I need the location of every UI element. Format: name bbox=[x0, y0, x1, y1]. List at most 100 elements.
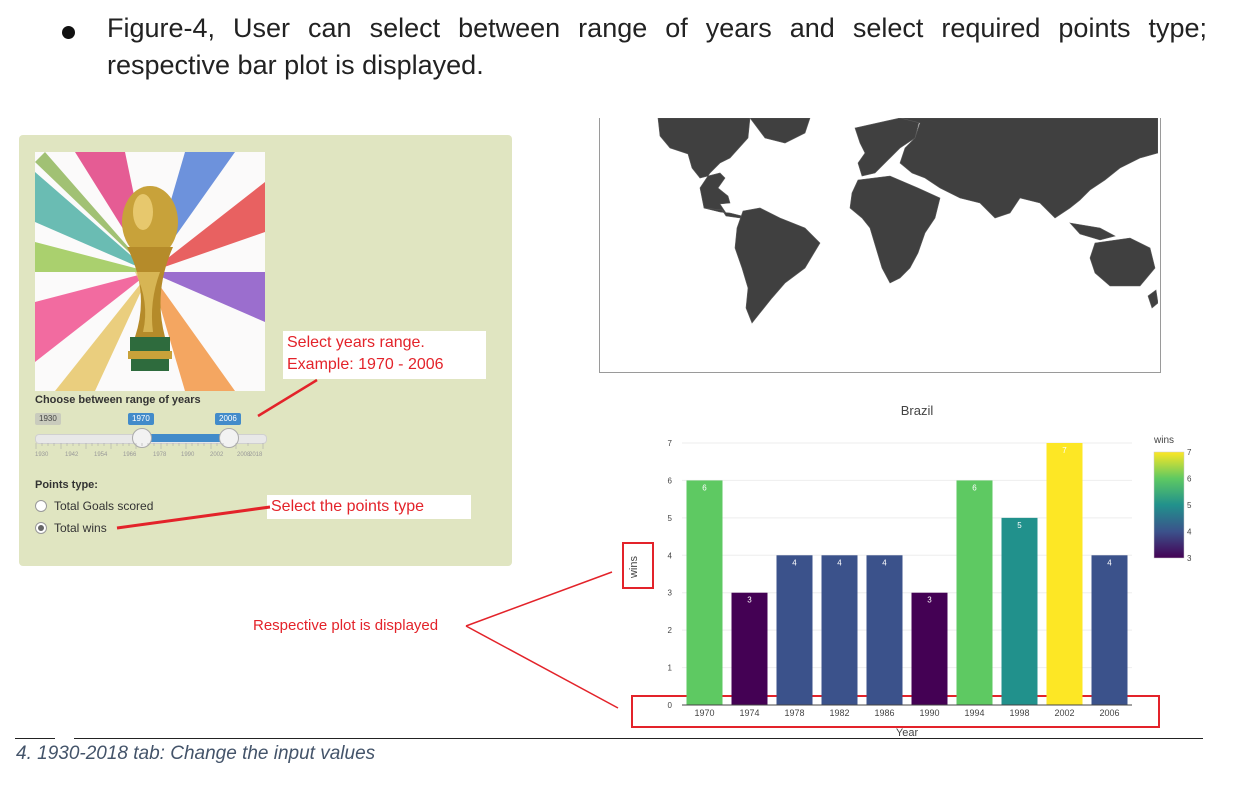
callout-line: Select years range. bbox=[287, 334, 425, 351]
x-tick-label: 2002 bbox=[1054, 708, 1074, 718]
slider-high-value: 2006 bbox=[215, 413, 241, 425]
bar-value-label: 7 bbox=[1062, 446, 1067, 455]
australia[interactable] bbox=[1089, 237, 1156, 287]
south-america[interactable] bbox=[734, 207, 821, 324]
europe[interactable] bbox=[854, 118, 921, 177]
y-tick-label: 2 bbox=[668, 626, 673, 635]
legend-tick-label: 7 bbox=[1187, 448, 1192, 457]
bar[interactable] bbox=[956, 480, 993, 705]
legend-colorbar bbox=[1153, 451, 1185, 559]
legend-title: wins bbox=[1153, 435, 1174, 446]
bar-value-label: 4 bbox=[1107, 558, 1112, 567]
y-axis-label: wins bbox=[628, 556, 640, 580]
bars: 6 3 4 4 4 3 6 5 7 4 bbox=[686, 443, 1128, 705]
y-tick-label: 4 bbox=[668, 551, 673, 560]
radio-label: Total wins bbox=[54, 521, 107, 535]
bar[interactable] bbox=[776, 555, 813, 705]
caption-rule bbox=[15, 738, 55, 739]
slider-tick-label: 1978 bbox=[153, 452, 167, 458]
y-tick-label: 6 bbox=[668, 476, 673, 485]
bar[interactable] bbox=[866, 555, 903, 705]
points-type-callout: Select the points type bbox=[267, 495, 471, 519]
x-tick-label: 1978 bbox=[784, 708, 804, 718]
radio-total-goals[interactable]: Total Goals scored bbox=[35, 499, 153, 513]
radio-label: Total Goals scored bbox=[54, 499, 154, 513]
x-axis-ticks: 1970 1974 1978 1982 1986 1990 1994 1998 2002 2006 bbox=[694, 708, 1119, 718]
bar-value-label: 3 bbox=[747, 596, 752, 605]
x-tick-label: 1982 bbox=[829, 708, 849, 718]
world-cup-trophy-image bbox=[35, 152, 265, 391]
legend-tick-label: 3 bbox=[1187, 554, 1192, 563]
y-tick-label: 7 bbox=[668, 439, 673, 448]
indonesia[interactable] bbox=[1069, 222, 1116, 241]
bar[interactable] bbox=[686, 480, 723, 705]
bar[interactable] bbox=[911, 592, 948, 705]
new-zealand[interactable] bbox=[1147, 289, 1158, 309]
y-tick-label: 5 bbox=[668, 514, 673, 523]
slider-tick-label: 2002 bbox=[210, 452, 224, 458]
legend-tick-label: 5 bbox=[1187, 501, 1192, 510]
legend-tick-label: 6 bbox=[1187, 475, 1192, 484]
y-tick-label: 3 bbox=[668, 589, 673, 598]
bar[interactable] bbox=[821, 555, 858, 705]
bar-value-label: 6 bbox=[972, 483, 977, 492]
slider-tick-label: 1954 bbox=[94, 452, 108, 458]
slider-low-handle[interactable] bbox=[132, 428, 152, 448]
chart-title: Brazil bbox=[901, 403, 934, 418]
radio-button-selected[interactable] bbox=[35, 522, 47, 534]
legend-ticks: 7 6 5 4 3 bbox=[1187, 448, 1192, 563]
bar-value-label: 4 bbox=[792, 558, 797, 567]
x-axis-label: Year bbox=[896, 727, 919, 739]
greenland[interactable] bbox=[749, 118, 811, 144]
asia[interactable] bbox=[899, 118, 1158, 219]
x-tick-label: 1970 bbox=[694, 708, 714, 718]
world-map[interactable] bbox=[600, 118, 1158, 372]
figure-description: Figure-4, User can select between range … bbox=[107, 13, 1207, 80]
x-tick-label: 2006 bbox=[1099, 708, 1119, 718]
bar[interactable] bbox=[1046, 443, 1083, 705]
bar-value-label: 3 bbox=[927, 596, 932, 605]
north-america[interactable] bbox=[657, 118, 751, 214]
bar-value-label: 4 bbox=[882, 558, 887, 567]
x-tick-label: 1986 bbox=[874, 708, 894, 718]
x-tick-label: 1974 bbox=[739, 708, 759, 718]
slider-tick-label: 1930 bbox=[35, 452, 49, 458]
figure-caption: 4. 1930-2018 tab: Change the input value… bbox=[16, 743, 376, 764]
slider-tick-label: 2008 bbox=[237, 452, 251, 458]
slider-high-handle[interactable] bbox=[219, 428, 239, 448]
bar[interactable] bbox=[1091, 555, 1128, 705]
slider-tick-label: 2018 bbox=[249, 452, 263, 458]
callout-line: Example: 1970 - 2006 bbox=[287, 356, 444, 373]
slider-tick-label: 1942 bbox=[65, 452, 79, 458]
bar-value-label: 6 bbox=[702, 483, 707, 492]
radio-total-wins[interactable]: Total wins bbox=[35, 521, 107, 535]
years-range-callout: Select years range. Example: 1970 - 2006 bbox=[283, 331, 486, 379]
x-tick-label: 1994 bbox=[964, 708, 984, 718]
x-tick-label: 1998 bbox=[1009, 708, 1029, 718]
x-tick-label: 1990 bbox=[919, 708, 939, 718]
year-range-slider-selection bbox=[141, 434, 228, 442]
year-range-label: Choose between range of years bbox=[35, 394, 201, 406]
points-type-label: Points type: bbox=[35, 479, 98, 491]
world-map-panel[interactable] bbox=[599, 118, 1161, 373]
bar[interactable] bbox=[1001, 517, 1038, 705]
color-legend: wins 7 6 5 4 3 bbox=[1153, 435, 1192, 563]
radio-button[interactable] bbox=[35, 500, 47, 512]
slider-tick-labels: 1930 1942 1954 1966 1978 1990 2002 2008 … bbox=[35, 452, 275, 462]
bullet-point bbox=[62, 26, 75, 39]
legend-tick-label: 4 bbox=[1187, 528, 1192, 537]
bar[interactable] bbox=[731, 592, 768, 705]
slider-tick-label: 1966 bbox=[123, 452, 137, 458]
slider-tick-marks bbox=[35, 443, 264, 449]
plot-displayed-note: Respective plot is displayed bbox=[253, 617, 439, 634]
slider-min-label: 1930 bbox=[35, 413, 61, 425]
y-axis-ticks: 0 1 2 3 4 5 6 7 bbox=[668, 439, 673, 710]
slider-tick-label: 1990 bbox=[181, 452, 195, 458]
bar-value-label: 4 bbox=[837, 558, 842, 567]
y-tick-label: 0 bbox=[668, 701, 673, 710]
africa[interactable] bbox=[849, 175, 941, 284]
slider-low-value: 1970 bbox=[128, 413, 154, 425]
caption-rule bbox=[74, 738, 1203, 739]
bar-value-label: 5 bbox=[1017, 521, 1022, 530]
